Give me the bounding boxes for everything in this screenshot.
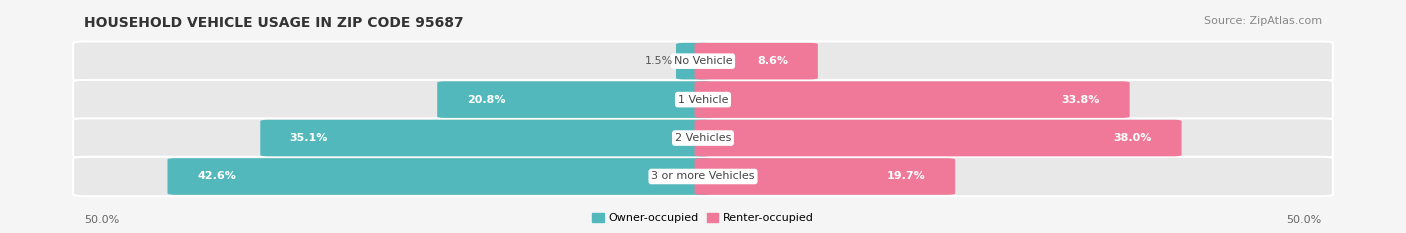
- Text: 1 Vehicle: 1 Vehicle: [678, 95, 728, 105]
- Text: 2 Vehicles: 2 Vehicles: [675, 133, 731, 143]
- Text: 38.0%: 38.0%: [1114, 133, 1152, 143]
- Text: 3 or more Vehicles: 3 or more Vehicles: [651, 171, 755, 182]
- Text: 50.0%: 50.0%: [1286, 215, 1322, 225]
- Text: No Vehicle: No Vehicle: [673, 56, 733, 66]
- Text: 20.8%: 20.8%: [467, 95, 505, 105]
- Text: 50.0%: 50.0%: [84, 215, 120, 225]
- Text: 35.1%: 35.1%: [290, 133, 328, 143]
- Text: 33.8%: 33.8%: [1062, 95, 1099, 105]
- Text: 8.6%: 8.6%: [758, 56, 789, 66]
- Text: 1.5%: 1.5%: [645, 56, 673, 66]
- Legend: Owner-occupied, Renter-occupied: Owner-occupied, Renter-occupied: [588, 208, 818, 227]
- Text: Source: ZipAtlas.com: Source: ZipAtlas.com: [1204, 16, 1322, 26]
- Text: 42.6%: 42.6%: [197, 171, 236, 182]
- Text: 19.7%: 19.7%: [887, 171, 925, 182]
- Text: HOUSEHOLD VEHICLE USAGE IN ZIP CODE 95687: HOUSEHOLD VEHICLE USAGE IN ZIP CODE 9568…: [84, 16, 464, 30]
